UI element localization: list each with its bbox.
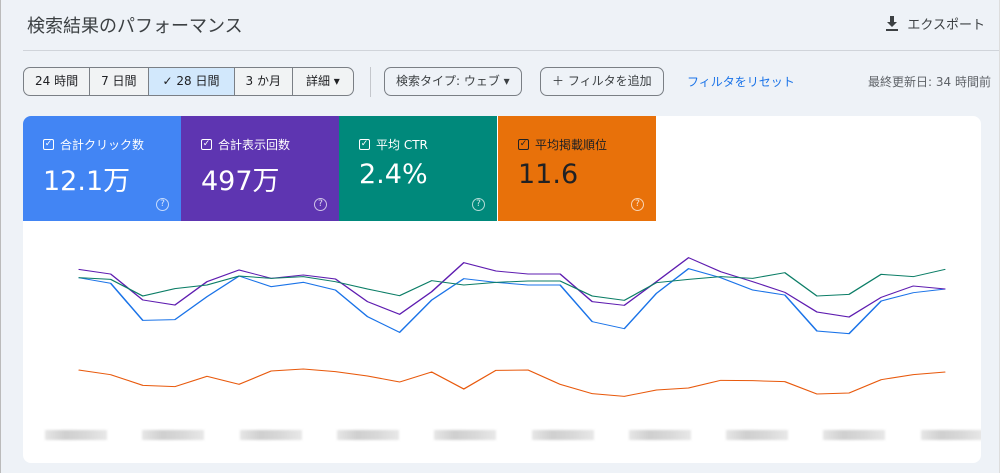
metric-card-impressions[interactable]: ✓ 合計表示回数 497万 ? [181,116,339,221]
checkbox-icon[interactable]: ✓ [201,139,212,150]
performance-panel: ✓ 合計クリック数 12.1万 ? ✓ 合計表示回数 497万 ? ✓ 平均 CTR … [23,116,981,463]
range-7d[interactable]: 7 日間 [90,68,149,95]
help-icon[interactable]: ? [472,198,485,211]
metric-label: 平均 CTR [376,138,428,152]
add-filter-button[interactable]: ＋ フィルタを追加 [540,67,664,96]
series-line-clicks [78,268,946,335]
metric-card-ctr[interactable]: ✓ 平均 CTR 2.4% ? [339,116,497,221]
range-28d[interactable]: ✓ 28 日間 [148,68,235,95]
metric-card-clicks[interactable]: ✓ 合計クリック数 12.1万 ? [23,116,181,221]
export-label: エクスポート [907,18,985,33]
x-tick-label-blurred [45,430,107,440]
checkbox-icon[interactable]: ✓ [518,139,529,150]
search-type-dropdown[interactable]: 検索タイプ: ウェブ ▾ [384,67,522,96]
help-icon[interactable]: ? [631,198,644,211]
metric-value: 11.6 [518,159,579,190]
x-tick-label-blurred [434,430,497,440]
last-updated: 最終更新日: 34 時間前 [868,75,991,89]
metric-label: 平均掲載順位 [535,138,608,152]
metric-label: 合計表示回数 [218,138,291,152]
series-line-impressions [78,256,946,318]
x-tick-label-blurred [142,430,205,440]
x-tick-label-blurred [920,430,981,440]
performance-chart [78,256,946,397]
metric-value: 12.1万 [43,166,131,197]
series-line-ctr [78,268,946,301]
x-tick-label-blurred [336,430,399,440]
help-icon[interactable]: ? [314,198,327,211]
range-custom-dropdown[interactable]: 詳細 ▾ [305,74,340,88]
page-title: 検索結果のパフォーマンス [27,16,243,37]
range-24h[interactable]: 24 時間 [24,68,91,95]
export-button[interactable]: エクスポート [885,14,985,33]
x-tick-label-blurred [531,430,594,440]
metric-value: 497万 [201,166,280,197]
metric-card-position[interactable]: ✓ 平均掲載順位 11.6 ? [498,116,656,221]
checkbox-icon[interactable]: ✓ [43,139,54,150]
series-line-position [78,368,946,397]
range-3m[interactable]: 3 か月 [235,68,293,95]
x-tick-label-blurred [823,430,886,440]
x-tick-label-blurred [726,430,789,440]
x-tick-label-blurred [628,430,691,440]
divider [370,67,371,97]
help-icon[interactable]: ? [156,198,169,211]
x-tick-label-blurred [239,430,302,440]
divider [23,50,999,51]
reset-filter-link[interactable]: フィルタをリセット [687,75,795,89]
metric-value: 2.4% [359,159,428,190]
download-icon [886,15,899,31]
date-range-selector: 24 時間 7 日間 ✓ 28 日間 3 か月 詳細 ▾ [23,67,354,96]
checkbox-icon[interactable]: ✓ [359,139,370,150]
metric-label: 合計クリック数 [60,138,145,152]
